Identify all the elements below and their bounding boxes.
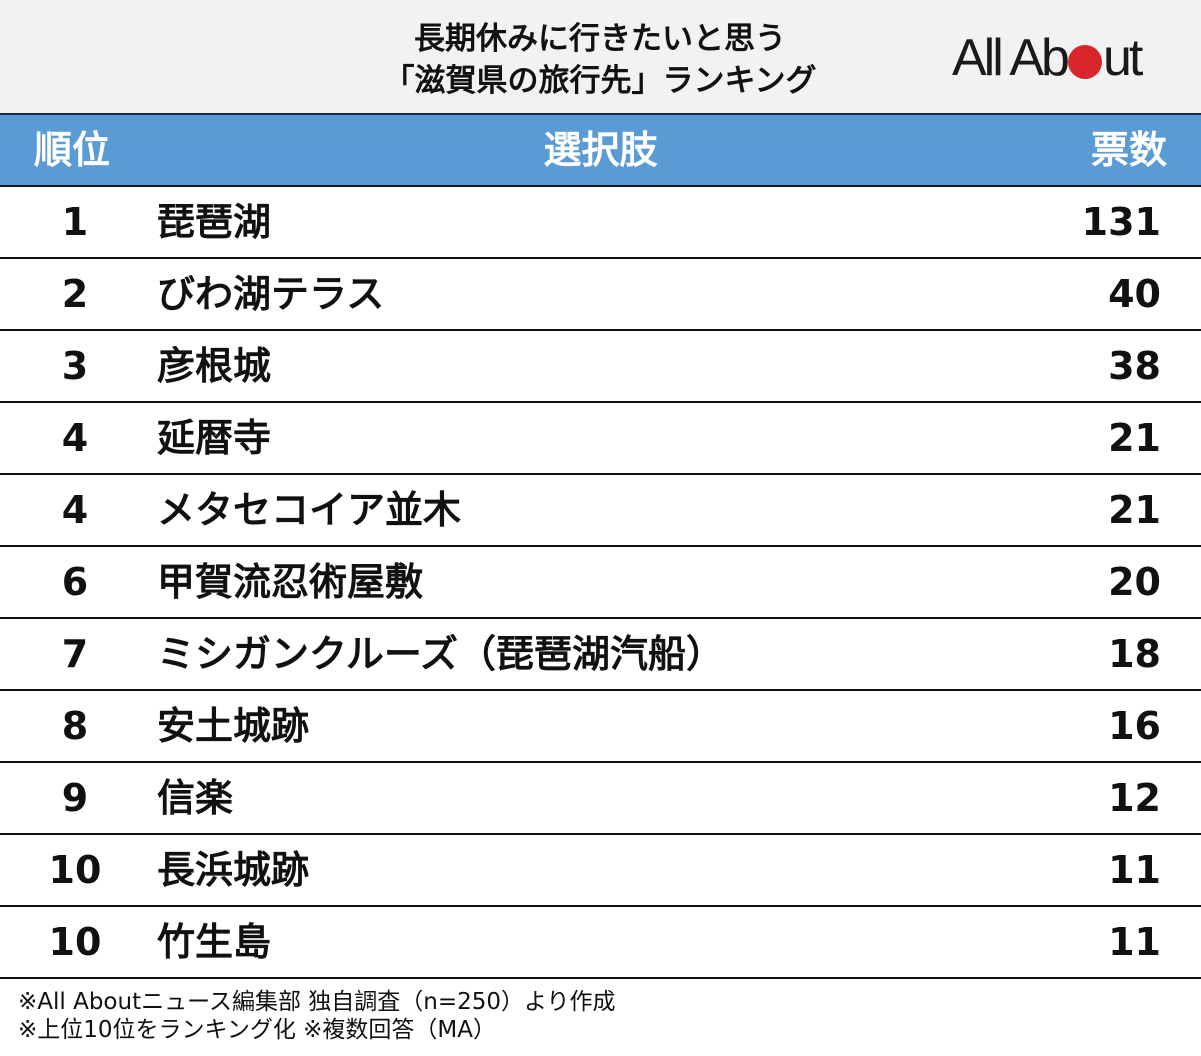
table-row: 4 メタセコイア並木 21	[0, 475, 1201, 547]
rank-cell: 7	[61, 632, 89, 676]
choice-cell: 琵琶湖	[157, 200, 272, 244]
title-line-1: 長期休みに行きたいと思う	[414, 21, 786, 57]
column-header-rank: 順位	[34, 128, 111, 172]
choice-cell: 信楽	[157, 776, 234, 820]
header: 長期休みに行きたいと思う 「滋賀県の旅行先」ランキング All Ab ut	[0, 0, 1201, 115]
table-row: 4 延暦寺 21	[0, 403, 1201, 475]
logo-text-start: All Ab	[952, 29, 1070, 87]
ranking-table-body: 1 琵琶湖 131 2 びわ湖テラス 40 3 彦根城 38 4 延暦寺 21 4 メタセコイア並…	[0, 187, 1201, 979]
choice-cell: メタセコイア並木	[157, 488, 462, 532]
table-row: 10 長浜城跡 11	[0, 835, 1201, 907]
choice-cell: 彦根城	[157, 344, 272, 388]
rank-cell: 2	[61, 272, 89, 316]
votes-cell: 12	[1108, 776, 1161, 820]
table-row: 1 琵琶湖 131	[0, 187, 1201, 259]
choice-cell: ミシガンクルーズ（琵琶湖汽船）	[157, 632, 724, 676]
votes-cell: 11	[1108, 920, 1161, 964]
table-row: 9 信楽 12	[0, 763, 1201, 835]
table-row: 10 竹生島 11	[0, 907, 1201, 979]
votes-cell: 40	[1108, 272, 1161, 316]
votes-cell: 131	[1081, 200, 1161, 244]
choice-cell: びわ湖テラス	[157, 272, 385, 316]
rank-cell: 4	[61, 488, 89, 532]
column-header-votes: 票数	[1090, 128, 1167, 172]
table-row: 8 安土城跡 16	[0, 691, 1201, 763]
choice-cell: 延暦寺	[157, 416, 272, 460]
rank-cell: 10	[48, 920, 102, 964]
rank-cell: 8	[61, 704, 89, 748]
rank-cell: 3	[61, 344, 89, 388]
rank-cell: 4	[61, 416, 89, 460]
table-row: 7 ミシガンクルーズ（琵琶湖汽船） 18	[0, 619, 1201, 691]
rank-cell: 9	[61, 776, 89, 820]
votes-cell: 38	[1108, 344, 1161, 388]
column-header-choice: 選択肢	[543, 128, 658, 172]
table-row: 6 甲賀流忍術屋敷 20	[0, 547, 1201, 619]
rank-cell: 1	[61, 200, 89, 244]
footnotes: ※All Aboutニュース編集部 独自調査（n=250）より作成 ※上位10位…	[18, 988, 616, 1044]
title-line-2: 「滋賀県の旅行先」ランキング	[383, 63, 817, 99]
chart-title: 長期休みに行きたいと思う 「滋賀県の旅行先」ランキング	[300, 18, 900, 102]
table-header: 選択肢 順位 票数	[0, 115, 1201, 187]
table-row: 2 びわ湖テラス 40	[0, 259, 1201, 331]
votes-cell: 21	[1108, 416, 1161, 460]
allabout-logo: All Ab ut	[952, 28, 1143, 88]
rank-cell: 10	[48, 848, 102, 892]
choice-cell: 竹生島	[157, 920, 272, 964]
footnote-method: ※上位10位をランキング化 ※複数回答（MA）	[18, 1017, 497, 1043]
table-row: 3 彦根城 38	[0, 331, 1201, 403]
footnote-source: ※All Aboutニュース編集部 独自調査（n=250）より作成	[18, 989, 616, 1015]
votes-cell: 21	[1108, 488, 1161, 532]
logo-red-dot-icon	[1067, 45, 1102, 79]
logo-text-end: ut	[1102, 29, 1143, 87]
rank-cell: 6	[61, 560, 89, 604]
choice-cell: 安土城跡	[157, 704, 310, 748]
votes-cell: 18	[1108, 632, 1161, 676]
votes-cell: 16	[1108, 704, 1161, 748]
choice-cell: 長浜城跡	[157, 848, 310, 892]
votes-cell: 11	[1108, 848, 1161, 892]
votes-cell: 20	[1108, 560, 1161, 604]
choice-cell: 甲賀流忍術屋敷	[157, 560, 424, 604]
